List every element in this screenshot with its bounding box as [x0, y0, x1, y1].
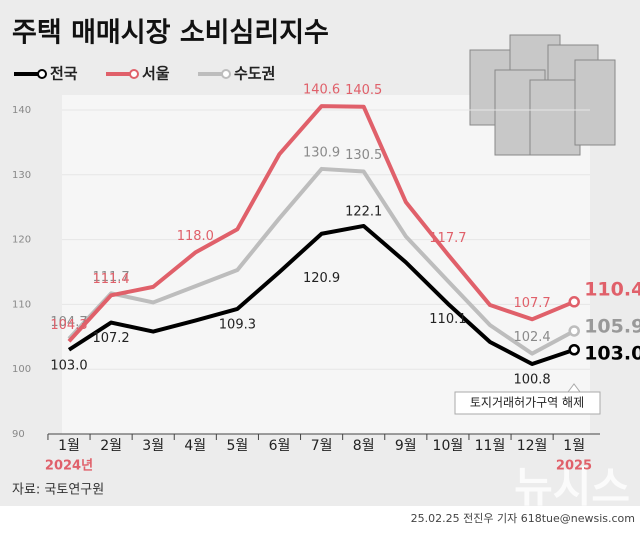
data-label: 107.2	[92, 331, 129, 346]
year-label: 2024년	[45, 459, 93, 474]
annotation-text: 토지거래허가구역 해제	[470, 396, 584, 410]
chart-title: 주택 매매시장 소비심리지수	[12, 18, 329, 49]
data-label: 110.1	[429, 312, 466, 327]
x-tick-label: 12월	[517, 438, 548, 454]
x-tick-label: 11월	[475, 438, 506, 454]
data-label: 104.7	[50, 315, 87, 330]
data-label: 111.7	[92, 270, 129, 285]
y-tick-label: 90	[12, 429, 25, 440]
data-label: 102.4	[513, 330, 550, 345]
legend-marker	[221, 69, 231, 79]
series-line	[67, 166, 576, 356]
end-marker	[568, 325, 580, 337]
watermark: 뉴시스	[514, 463, 630, 512]
x-tick-label: 1월	[58, 438, 80, 454]
x-tick-label: 3월	[142, 438, 164, 454]
data-label: 100.8	[513, 373, 550, 388]
x-tick-label: 10월	[433, 438, 464, 454]
legend-marker	[37, 69, 47, 79]
data-label: 103.0	[50, 358, 87, 373]
data-label: 104.3	[50, 318, 87, 333]
y-tick-label: 140	[12, 105, 31, 116]
data-label: 103.0	[584, 342, 640, 364]
data-label: 130.9	[303, 145, 340, 160]
x-tick-label: 8월	[353, 438, 375, 454]
building-icon	[469, 34, 616, 156]
legend-label: 수도권	[234, 65, 275, 83]
y-tick-label: 110	[12, 299, 31, 310]
end-marker	[568, 296, 580, 308]
data-label: 107.7	[513, 296, 550, 311]
year-label: 2025	[556, 459, 592, 474]
x-tick-label: 4월	[184, 438, 206, 454]
legend-label: 서울	[142, 65, 170, 83]
y-tick-label: 100	[12, 364, 31, 375]
x-tick-label: 5월	[227, 438, 249, 454]
data-label: 111.4	[92, 272, 129, 287]
data-label: 118.0	[177, 229, 214, 244]
x-tick-label: 7월	[311, 438, 333, 454]
legend-label: 전국	[50, 65, 78, 83]
y-tick-label: 120	[12, 235, 31, 246]
data-label: 120.9	[303, 271, 340, 286]
y-tick-label: 130	[12, 170, 31, 181]
x-tick-label: 1월	[563, 438, 585, 454]
data-label: 130.5	[345, 148, 382, 163]
data-label: 110.4	[584, 278, 640, 300]
source: 자료: 국토연구원	[12, 483, 104, 498]
series-line	[67, 223, 575, 367]
footer-band	[0, 506, 640, 536]
data-label: 117.7	[429, 231, 466, 246]
series-line	[67, 104, 575, 343]
x-tick-label: 2월	[100, 438, 122, 454]
x-tick-label: 9월	[395, 438, 417, 454]
data-label: 140.5	[345, 83, 382, 98]
data-label: 109.3	[219, 317, 256, 332]
end-marker	[568, 344, 580, 356]
legend-marker	[129, 69, 139, 79]
data-label: 105.9	[584, 315, 640, 337]
credit: 25.02.25 전진우 기자 618tue@newsis.com	[411, 512, 635, 525]
data-label: 140.6	[303, 83, 340, 98]
data-label: 122.1	[345, 204, 382, 219]
x-tick-label: 6월	[269, 438, 291, 454]
annotation: 토지거래허가구역 해제	[454, 383, 601, 415]
